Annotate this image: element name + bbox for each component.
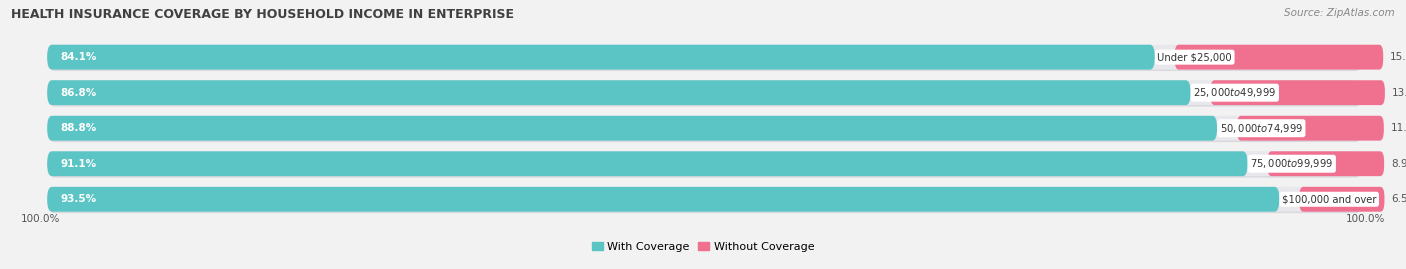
FancyBboxPatch shape — [48, 45, 1154, 70]
FancyBboxPatch shape — [48, 116, 1358, 141]
Text: 11.2%: 11.2% — [1391, 123, 1406, 133]
FancyBboxPatch shape — [1174, 45, 1384, 70]
Text: 6.5%: 6.5% — [1391, 194, 1406, 204]
Text: HEALTH INSURANCE COVERAGE BY HOUSEHOLD INCOME IN ENTERPRISE: HEALTH INSURANCE COVERAGE BY HOUSEHOLD I… — [11, 8, 515, 21]
FancyBboxPatch shape — [49, 46, 1361, 71]
FancyBboxPatch shape — [49, 153, 1361, 178]
FancyBboxPatch shape — [48, 116, 1218, 141]
FancyBboxPatch shape — [1237, 116, 1384, 141]
Text: $100,000 and over: $100,000 and over — [1282, 194, 1376, 204]
Legend: With Coverage, Without Coverage: With Coverage, Without Coverage — [588, 238, 818, 256]
FancyBboxPatch shape — [48, 187, 1279, 212]
Text: 86.8%: 86.8% — [60, 88, 97, 98]
Text: $75,000 to $99,999: $75,000 to $99,999 — [1250, 157, 1333, 170]
Text: 100.0%: 100.0% — [1346, 214, 1385, 224]
FancyBboxPatch shape — [49, 117, 1361, 142]
Text: 15.9%: 15.9% — [1391, 52, 1406, 62]
FancyBboxPatch shape — [48, 187, 1358, 212]
Text: 100.0%: 100.0% — [21, 214, 60, 224]
Text: 91.1%: 91.1% — [60, 159, 97, 169]
Text: Source: ZipAtlas.com: Source: ZipAtlas.com — [1284, 8, 1395, 18]
Text: 88.8%: 88.8% — [60, 123, 97, 133]
FancyBboxPatch shape — [48, 45, 1358, 70]
FancyBboxPatch shape — [48, 151, 1247, 176]
FancyBboxPatch shape — [49, 188, 1361, 213]
FancyBboxPatch shape — [48, 80, 1191, 105]
Text: $25,000 to $49,999: $25,000 to $49,999 — [1194, 86, 1277, 99]
FancyBboxPatch shape — [48, 80, 1358, 105]
Text: $50,000 to $74,999: $50,000 to $74,999 — [1220, 122, 1303, 135]
FancyBboxPatch shape — [49, 82, 1361, 107]
Text: Under $25,000: Under $25,000 — [1157, 52, 1232, 62]
Text: 93.5%: 93.5% — [60, 194, 97, 204]
Text: 84.1%: 84.1% — [60, 52, 97, 62]
FancyBboxPatch shape — [48, 151, 1358, 176]
FancyBboxPatch shape — [1211, 80, 1385, 105]
Text: 8.9%: 8.9% — [1391, 159, 1406, 169]
Text: 13.3%: 13.3% — [1392, 88, 1406, 98]
FancyBboxPatch shape — [1299, 187, 1385, 212]
FancyBboxPatch shape — [1267, 151, 1384, 176]
